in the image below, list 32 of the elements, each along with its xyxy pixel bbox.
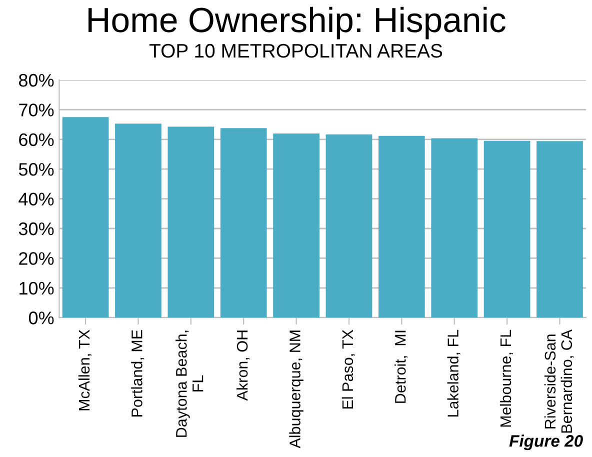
y-tick-label: 0% <box>28 312 54 324</box>
bar <box>62 117 109 318</box>
bar <box>273 133 320 318</box>
x-tick-label: Riverside-San Bernardino, CA <box>544 329 574 433</box>
x-tick-label: El Paso, TX <box>342 330 355 409</box>
x-tick-label: Daytona Beach, FL <box>176 330 204 437</box>
y-tick-label: 40% <box>18 192 54 206</box>
bar <box>326 134 372 318</box>
bar <box>484 140 530 318</box>
y-tick-label: 50% <box>18 163 54 176</box>
y-tick-label: 60% <box>19 133 54 146</box>
bar <box>378 136 425 318</box>
x-tick-label: Portland, ME <box>131 330 144 416</box>
caption: Figure 20 <box>509 434 583 450</box>
y-tick-label: 30% <box>18 222 54 236</box>
bar <box>168 126 214 318</box>
y-tick-label: 70% <box>19 104 54 116</box>
x-tick-label: McAllen, TX <box>78 330 92 410</box>
x-tick-label: Melbourne, FL <box>500 330 513 427</box>
chart-title: Home Ownership: Hispanic <box>88 6 506 40</box>
chart-subtitle: TOP 10 METROPOLITAN AREAS <box>149 44 442 58</box>
bar <box>431 138 478 318</box>
y-tick-label: 20% <box>19 252 54 265</box>
y-tick-label: 80% <box>18 74 54 87</box>
x-tick-label: Lakeland, FL <box>447 330 460 416</box>
x-tick-label: Detroit, MI <box>394 330 408 403</box>
bar <box>220 128 267 318</box>
y-tick-label: 10% <box>20 282 54 295</box>
bar <box>536 141 583 318</box>
bar <box>115 124 162 318</box>
x-tick-label: Albuquerque, NM <box>289 330 304 448</box>
x-tick-label: Akron, OH <box>236 330 250 401</box>
